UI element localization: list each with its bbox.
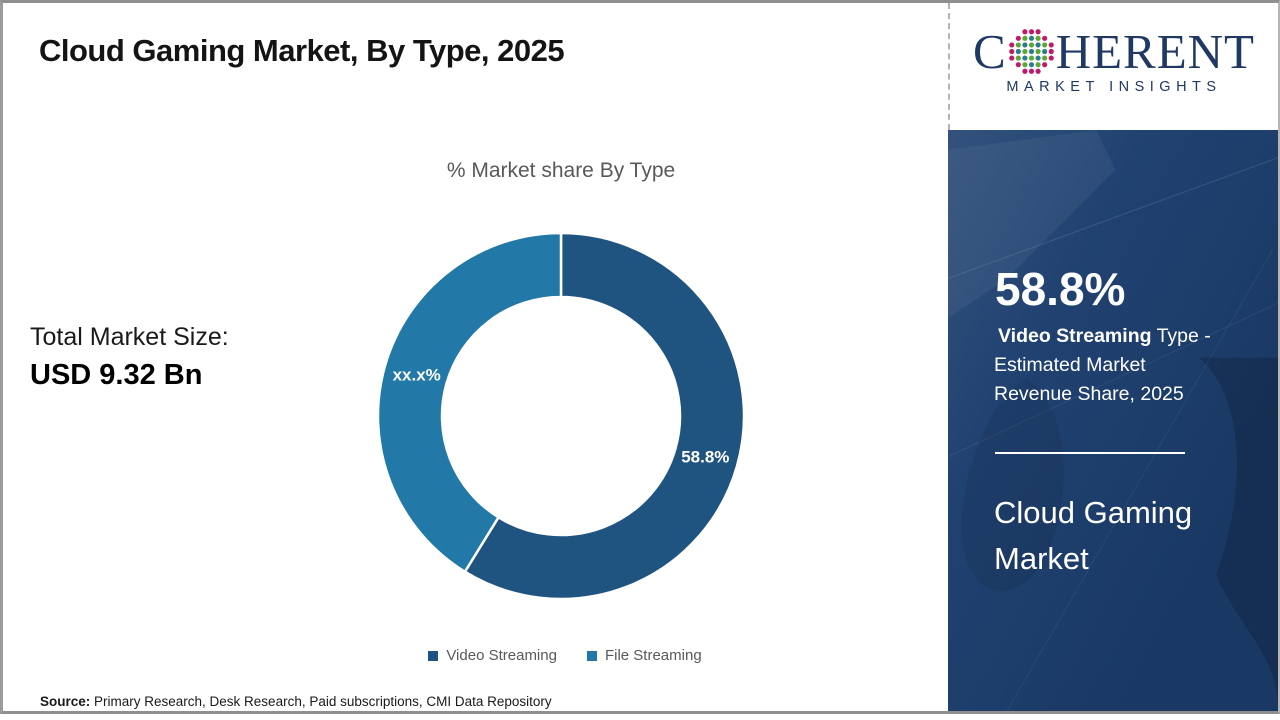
source-label: Source: — [40, 694, 91, 709]
headline-percentage: 58.8% — [995, 263, 1126, 315]
sidebar-divider — [995, 452, 1185, 454]
brand-logo: C HERENT MARKET INSIGHTS — [948, 3, 1278, 130]
headline-segment-bold: Video Streaming — [998, 325, 1152, 347]
world-map-texture — [948, 130, 1278, 711]
headline-description: Video Streaming Type - Estimated Market … — [994, 322, 1244, 409]
page-title: Cloud Gaming Market, By Type, 2025 — [39, 33, 565, 68]
globe-dots-icon — [1008, 29, 1054, 74]
chart-title: % Market share By Type — [446, 159, 676, 182]
legend-swatch-icon — [428, 650, 439, 661]
chart-legend: Video Streaming File Streaming — [181, 647, 949, 664]
source-text: Primary Research, Desk Research, Paid su… — [90, 694, 552, 709]
total-market-size-label: Total Market Size: — [30, 323, 229, 351]
slice-value-label: xx.x% — [393, 366, 441, 385]
brand-logo-wordmark: C HERENT — [950, 27, 1278, 76]
donut-slice-video-streaming — [463, 231, 746, 601]
legend-item-video-streaming: Video Streaming — [428, 647, 557, 664]
headline-line3: Revenue Share, 2025 — [994, 383, 1184, 405]
logo-letter-c: C — [973, 24, 1007, 79]
report-title: Cloud Gaming Market — [994, 495, 1193, 576]
legend-item-file-streaming: File Streaming — [586, 647, 702, 664]
donut-chart-svg: 58.8% xx.x% — [376, 231, 746, 601]
legend-swatch-icon — [586, 650, 597, 661]
main-content-area: Cloud Gaming Market, By Type, 2025 % Mar… — [3, 3, 948, 711]
sidebar: C HERENT MARKET INSIGHTS 58.8% Video Str… — [948, 3, 1278, 711]
source-note: Source: Primary Research, Desk Research,… — [40, 694, 552, 709]
headline-segment-rest: Type - — [1151, 325, 1211, 347]
donut-slice-file-streaming — [376, 231, 563, 574]
slice-value-label: 58.8% — [681, 447, 729, 466]
total-market-size-block: Total Market Size: USD 9.32 Bn — [30, 323, 229, 392]
legend-label: File Streaming — [604, 647, 702, 664]
logo-subtitle: MARKET INSIGHTS — [1006, 79, 1222, 95]
sidebar-panel: 58.8% Video Streaming Type - Estimated M… — [948, 130, 1278, 711]
legend-label: Video Streaming — [446, 647, 557, 664]
total-market-size-value: USD 9.32 Bn — [30, 359, 203, 391]
donut-chart: 58.8% xx.x% — [371, 226, 751, 606]
logo-letters-herent: HERENT — [1055, 24, 1255, 79]
headline-line2: Estimated Market — [994, 354, 1146, 376]
